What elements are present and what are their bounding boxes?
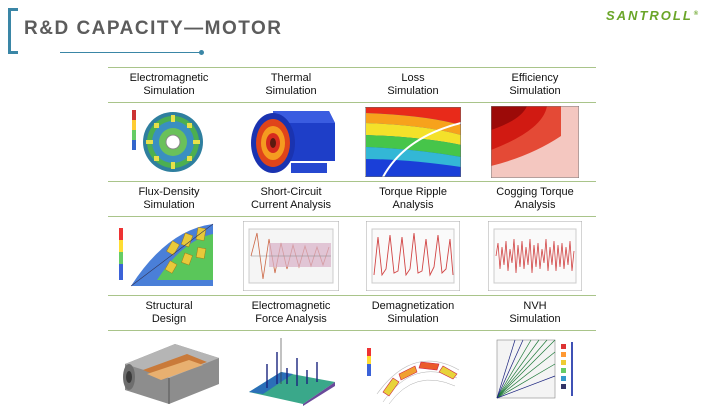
capability-label: Torque Ripple Analysis <box>379 186 447 211</box>
capability-label: Loss Simulation <box>387 72 439 97</box>
capability-label-row-1: Electromagnetic Simulation Thermal Simulat… <box>108 67 596 103</box>
brand-logo-text: SANTROLL <box>606 8 693 23</box>
capability-label: Thermal Simulation <box>265 72 317 97</box>
brand-logo: SANTROLL® <box>606 8 700 23</box>
capability-label: Cogging Torque Analysis <box>496 186 574 211</box>
capability-grid: Electromagnetic Simulation Thermal Simulat… <box>108 67 596 409</box>
structural-design-figure <box>108 331 230 409</box>
electromagnetic-force-figure <box>230 331 352 409</box>
capability-image-row-3 <box>108 331 596 409</box>
cogging-torque-figure <box>474 217 596 295</box>
brand-logo-mark: ® <box>693 10 701 17</box>
nvh-simulation-figure <box>474 331 596 409</box>
title-underline <box>60 52 200 53</box>
page-title: R&D CAPACITY—MOTOR <box>24 18 283 39</box>
loss-simulation-figure <box>352 103 474 181</box>
title-underline-dot <box>199 50 204 55</box>
capability-label: Demagnetization Simulation <box>371 300 455 325</box>
capability-label: NVH Simulation <box>509 300 561 325</box>
thermal-simulation-figure <box>230 103 352 181</box>
capability-label-row-2: Flux-Density Simulation Short-Circuit Curr… <box>108 181 596 217</box>
title-bracket <box>8 8 18 54</box>
demagnetization-simulation-figure <box>352 331 474 409</box>
torque-ripple-figure <box>352 217 474 295</box>
capability-label: Short-Circuit Current Analysis <box>250 186 332 211</box>
capability-image-row-2 <box>108 217 596 295</box>
capability-label: Electromagnetic Force Analysis <box>251 300 331 325</box>
electromagnetic-simulation-figure <box>108 103 230 181</box>
efficiency-simulation-figure <box>474 103 596 181</box>
short-circuit-current-figure <box>230 217 352 295</box>
capability-label: Efficiency Simulation <box>509 72 561 97</box>
capability-image-row-1 <box>108 103 596 181</box>
capability-label: Structural Design <box>145 300 193 325</box>
capability-label: Flux-Density Simulation <box>138 186 200 211</box>
capability-label-row-3: Structural Design Electromagnetic Force An… <box>108 295 596 331</box>
flux-density-simulation-figure <box>108 217 230 295</box>
capability-label: Electromagnetic Simulation <box>129 72 209 97</box>
